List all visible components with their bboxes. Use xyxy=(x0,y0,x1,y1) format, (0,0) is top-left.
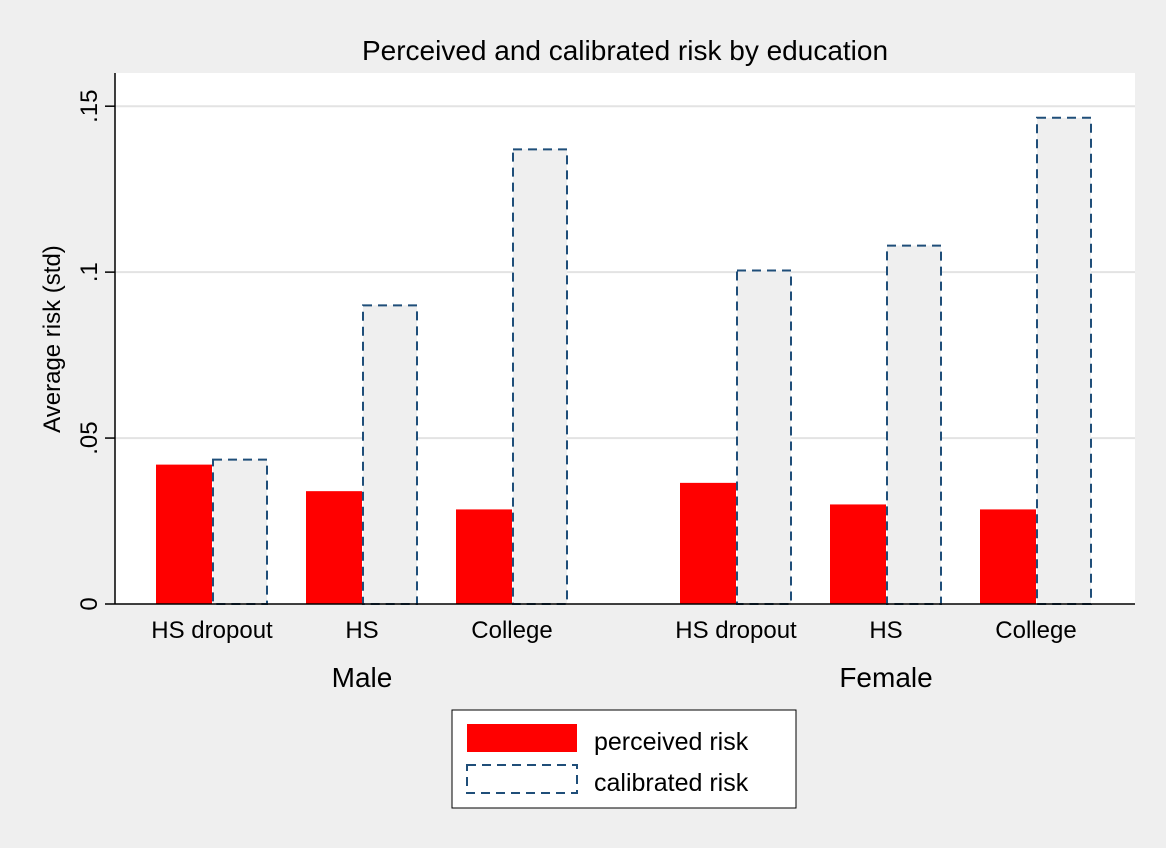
y-tick-label: .05 xyxy=(76,421,103,454)
x-category-label: HS dropout xyxy=(675,617,797,644)
x-category-label: College xyxy=(471,617,552,644)
legend-label-calibrated: calibrated risk xyxy=(594,769,749,797)
bar-calibrated-risk xyxy=(212,458,268,605)
bar-calibrated-risk xyxy=(512,148,568,606)
bar-perceived-risk xyxy=(830,504,886,604)
x-axis-labels: HS dropout HS College Male HS dropout HS Colle… xyxy=(151,617,1076,693)
x-group-label: Female xyxy=(839,662,932,693)
bar-calibrated-risk xyxy=(1036,116,1092,605)
bar-calibrated-risk xyxy=(736,269,792,605)
bar-perceived-risk xyxy=(156,464,212,604)
x-group-label: Male xyxy=(332,662,393,693)
legend-swatch-perceived xyxy=(467,724,577,752)
x-category-label: HS dropout xyxy=(151,617,273,644)
x-category-label: HS xyxy=(345,617,378,644)
x-category-label: HS xyxy=(869,617,902,644)
y-tick-label: .15 xyxy=(76,90,103,123)
gridlines xyxy=(115,105,1135,440)
legend-swatch-calibrated xyxy=(466,764,578,794)
x-category-label: College xyxy=(995,617,1076,644)
chart-title: Perceived and calibrated risk by educati… xyxy=(362,35,888,66)
bar-perceived-risk xyxy=(680,482,736,604)
bar-calibrated-risk xyxy=(886,244,942,605)
y-tick-label: 0 xyxy=(76,597,103,610)
bars xyxy=(156,116,1092,606)
legend: perceived risk calibrated risk xyxy=(451,709,797,809)
y-tick-label: .1 xyxy=(76,262,103,282)
bar-calibrated-risk xyxy=(362,304,418,605)
bar-perceived-risk xyxy=(306,491,362,604)
y-axis-label: Average risk (std) xyxy=(39,245,66,433)
legend-label-perceived: perceived risk xyxy=(594,728,749,756)
y-axis-ticks: 0 .05 .1 .15 xyxy=(76,90,115,611)
plot-area xyxy=(115,73,1135,604)
bar-perceived-risk xyxy=(980,509,1036,604)
bar-perceived-risk xyxy=(456,509,512,604)
